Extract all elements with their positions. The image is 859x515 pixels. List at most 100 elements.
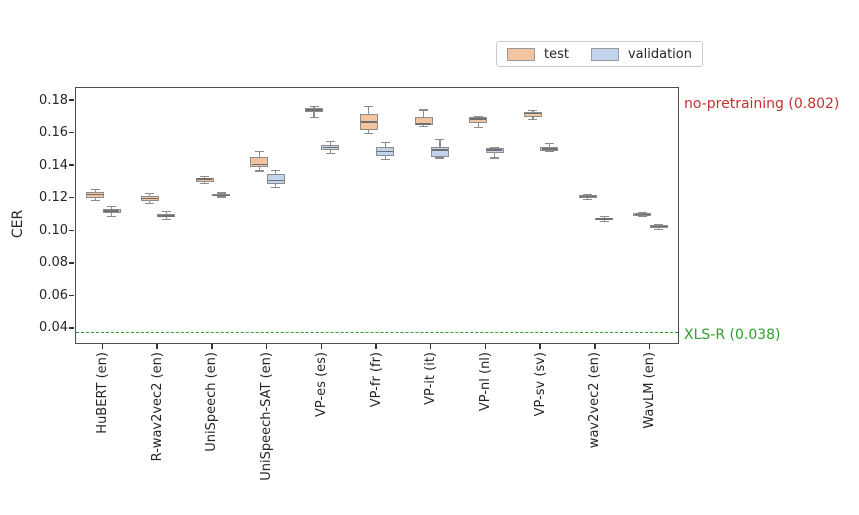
x-tick-mark (211, 344, 213, 349)
whisker-cap-upper-validation-VP-fr (fr) (380, 141, 390, 144)
whisker-lower-validation-UniSpeech-SAT (en) (275, 184, 277, 188)
y-tick-label: 0.10 (39, 222, 68, 238)
x-tick-mark (539, 344, 541, 349)
whisker-cap-lower-test-VP-sv (sv) (528, 119, 538, 121)
median-test-VP-nl (nl) (470, 118, 487, 120)
whisker-lower-test-HuBERT (en) (94, 197, 96, 201)
whisker-upper-test-VP-it (it) (422, 109, 425, 118)
x-tick-mark (320, 344, 322, 349)
median-test-UniSpeech-SAT (en) (251, 163, 268, 166)
whisker-cap-upper-validation-VP-sv (sv) (544, 142, 554, 144)
box-validation-VP-nl (nl) (485, 148, 504, 154)
x-tick-mark (430, 344, 432, 349)
whisker-upper-validation-UniSpeech-SAT (en) (275, 170, 277, 175)
median-test-wav2vec2 (en) (579, 196, 596, 198)
whisker-upper-validation-VP-sv (sv) (548, 143, 550, 147)
whisker-lower-validation-VP-es (es) (329, 149, 332, 154)
whisker-cap-lower-validation-HuBERT (en) (107, 216, 117, 218)
median-test-R-wav2vec2 (en) (142, 198, 158, 200)
x-tick-mark (156, 344, 158, 349)
y-tick-label: 0.16 (39, 125, 68, 141)
median-validation-VP-nl (nl) (486, 149, 503, 151)
whisker-cap-lower-validation-VP-fr (fr) (380, 159, 390, 161)
whisker-lower-test-R-wav2vec2 (en) (149, 201, 151, 204)
whisker-upper-test-HuBERT (en) (94, 189, 96, 193)
whisker-cap-lower-test-VP-nl (nl) (473, 127, 483, 129)
whisker-lower-test-wav2vec2 (en) (587, 197, 589, 200)
whisker-cap-lower-test-R-wav2vec2 (en) (145, 203, 155, 205)
whisker-cap-lower-test-VP-fr (fr) (364, 132, 374, 135)
y-tick-label: 0.12 (39, 190, 68, 206)
whisker-cap-upper-test-VP-fr (fr) (364, 106, 374, 108)
plot-area (75, 87, 679, 344)
whisker-lower-test-VP-es (es) (313, 112, 315, 118)
whisker-cap-upper-test-R-wav2vec2 (en) (145, 193, 155, 195)
legend-label-test: test (544, 46, 569, 62)
whisker-lower-validation-HuBERT (en) (110, 213, 113, 217)
median-test-VP-sv (sv) (525, 112, 541, 114)
whisker-cap-upper-validation-UniSpeech (en) (216, 192, 226, 194)
x-tick-mark (594, 344, 596, 349)
whisker-cap-upper-test-HuBERT (en) (90, 189, 100, 191)
whisker-upper-test-R-wav2vec2 (en) (149, 193, 151, 197)
annotation-no-pretraining: no-pretraining (0.802) (684, 96, 840, 112)
whisker-lower-test-UniSpeech-SAT (en) (258, 166, 260, 172)
whisker-cap-lower-test-HuBERT (en) (90, 199, 100, 201)
whisker-lower-test-VP-fr (fr) (368, 129, 370, 134)
whisker-cap-upper-validation-VP-it (it) (435, 138, 445, 140)
whisker-cap-upper-test-UniSpeech (en) (200, 176, 210, 178)
whisker-cap-lower-test-UniSpeech-SAT (en) (254, 170, 264, 172)
whisker-upper-validation-R-wav2vec2 (en) (165, 211, 167, 215)
whisker-upper-test-UniSpeech (en) (204, 176, 206, 179)
legend-swatch-test (507, 47, 535, 61)
median-validation-VP-it (it) (432, 149, 448, 151)
y-tick-mark (69, 294, 74, 297)
whisker-cap-lower-validation-WavLM (en) (654, 229, 664, 231)
whisker-cap-lower-validation-VP-sv (sv) (544, 150, 554, 153)
whisker-cap-lower-validation-VP-it (it) (435, 157, 445, 159)
x-tick-label: VP-fr (fr) (368, 352, 384, 408)
box-validation-UniSpeech-SAT (en) (266, 174, 285, 185)
x-tick-mark (375, 344, 377, 349)
whisker-cap-lower-validation-UniSpeech (en) (216, 196, 226, 198)
median-validation-R-wav2vec2 (en) (158, 215, 175, 217)
whisker-lower-test-VP-it (it) (422, 124, 425, 127)
x-tick-label: VP-es (es) (313, 352, 329, 417)
xlsr-reference-line (76, 332, 678, 334)
box-test-VP-nl (nl) (469, 117, 488, 123)
median-test-VP-fr (fr) (361, 121, 377, 123)
whisker-cap-lower-validation-R-wav2vec2 (en) (161, 219, 171, 221)
x-tick-label: R-wav2vec2 (en) (149, 352, 165, 462)
y-tick-mark (69, 327, 74, 329)
whisker-upper-validation-VP-fr (fr) (384, 142, 386, 147)
whisker-lower-validation-R-wav2vec2 (en) (165, 217, 167, 220)
x-tick-label: VP-it (it) (423, 352, 439, 405)
whisker-cap-lower-validation-VP-nl (nl) (490, 157, 500, 159)
whisker-cap-upper-validation-HuBERT (en) (107, 206, 117, 208)
x-tick-label: UniSpeech-SAT (en) (259, 352, 275, 481)
x-tick-label: VP-sv (sv) (532, 352, 548, 417)
legend: test validation (496, 41, 703, 67)
median-validation-VP-sv (sv) (541, 148, 558, 150)
whisker-upper-validation-HuBERT (en) (110, 206, 113, 210)
y-tick-label: 0.14 (39, 157, 68, 173)
whisker-cap-upper-test-WavLM (en) (637, 211, 647, 214)
x-tick-mark (101, 344, 104, 349)
whisker-cap-lower-test-WavLM (en) (637, 216, 647, 218)
y-tick-mark (69, 262, 74, 264)
whisker-lower-validation-VP-nl (nl) (494, 153, 496, 158)
median-validation-WavLM (en) (651, 226, 667, 228)
median-validation-VP-es (es) (322, 146, 339, 149)
legend-label-validation: validation (627, 46, 692, 62)
whisker-lower-validation-WavLM (en) (658, 228, 660, 230)
box-test-VP-sv (sv) (523, 111, 542, 118)
whisker-cap-lower-validation-UniSpeech-SAT (en) (271, 187, 281, 189)
y-tick-mark (69, 99, 74, 101)
whisker-lower-validation-VP-fr (fr) (384, 156, 386, 160)
whisker-cap-upper-validation-wav2vec2 (en) (599, 216, 609, 218)
whisker-cap-upper-test-VP-es (es) (309, 106, 319, 108)
whisker-cap-lower-validation-wav2vec2 (en) (599, 220, 609, 222)
annotation-xlsr: XLS-R (0.038) (684, 327, 781, 343)
median-validation-wav2vec2 (en) (596, 218, 612, 220)
